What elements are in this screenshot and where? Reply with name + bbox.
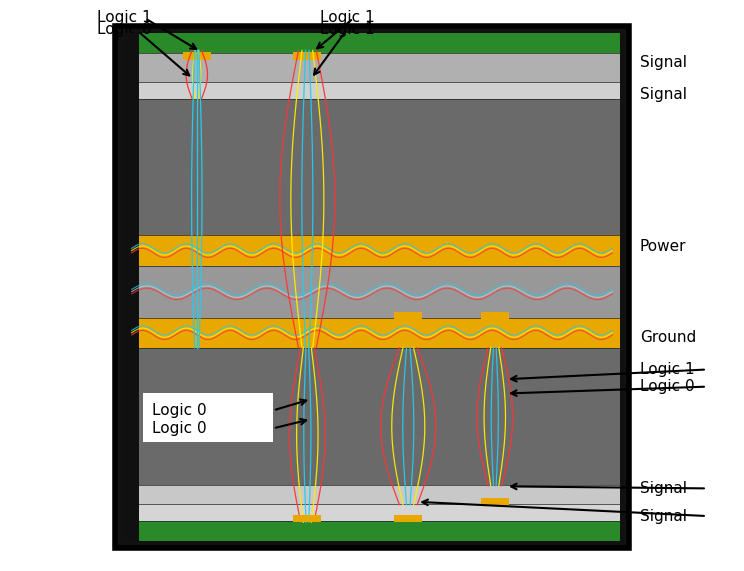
Bar [124,485,620,504]
Bar [124,33,620,53]
Bar [124,504,620,521]
Bar [124,53,620,82]
Text: Logic 0: Logic 0 [152,403,206,418]
Text: 16: 16 [98,507,112,517]
Bar [124,266,620,317]
Bar [124,317,620,348]
Text: Logic 1: Logic 1 [320,22,374,37]
Text: 14: 14 [98,328,112,337]
Bar [293,514,321,522]
Text: Logic 0: Logic 0 [640,379,694,394]
Text: 15: 15 [98,489,112,499]
Text: Logic 1: Logic 1 [97,10,151,25]
Text: 2: 2 [104,85,112,95]
Text: Signal: Signal [640,55,687,70]
Bar [124,33,139,541]
Bar [124,235,620,266]
Bar [124,348,620,485]
Text: Power: Power [640,239,687,254]
Text: Logic 1: Logic 1 [640,362,694,377]
Text: Logic 0: Logic 0 [152,421,206,436]
Bar [124,33,620,541]
Bar [124,521,620,541]
Text: Logic 0: Logic 0 [97,22,151,37]
Text: Ground: Ground [640,330,696,345]
Bar [183,53,211,60]
Bar [293,53,321,60]
Text: Signal: Signal [640,509,687,524]
Text: Logic 1: Logic 1 [320,10,374,25]
Bar [124,99,620,235]
Bar [394,312,423,319]
Text: 3: 3 [104,246,112,256]
Bar [124,82,620,99]
Text: 1: 1 [104,62,112,73]
Text: Signal: Signal [640,87,687,102]
Bar [481,498,509,505]
Text: Signal: Signal [640,481,687,496]
Bar [394,514,423,522]
Bar [143,393,273,442]
Bar [115,26,629,548]
Bar [481,312,509,319]
